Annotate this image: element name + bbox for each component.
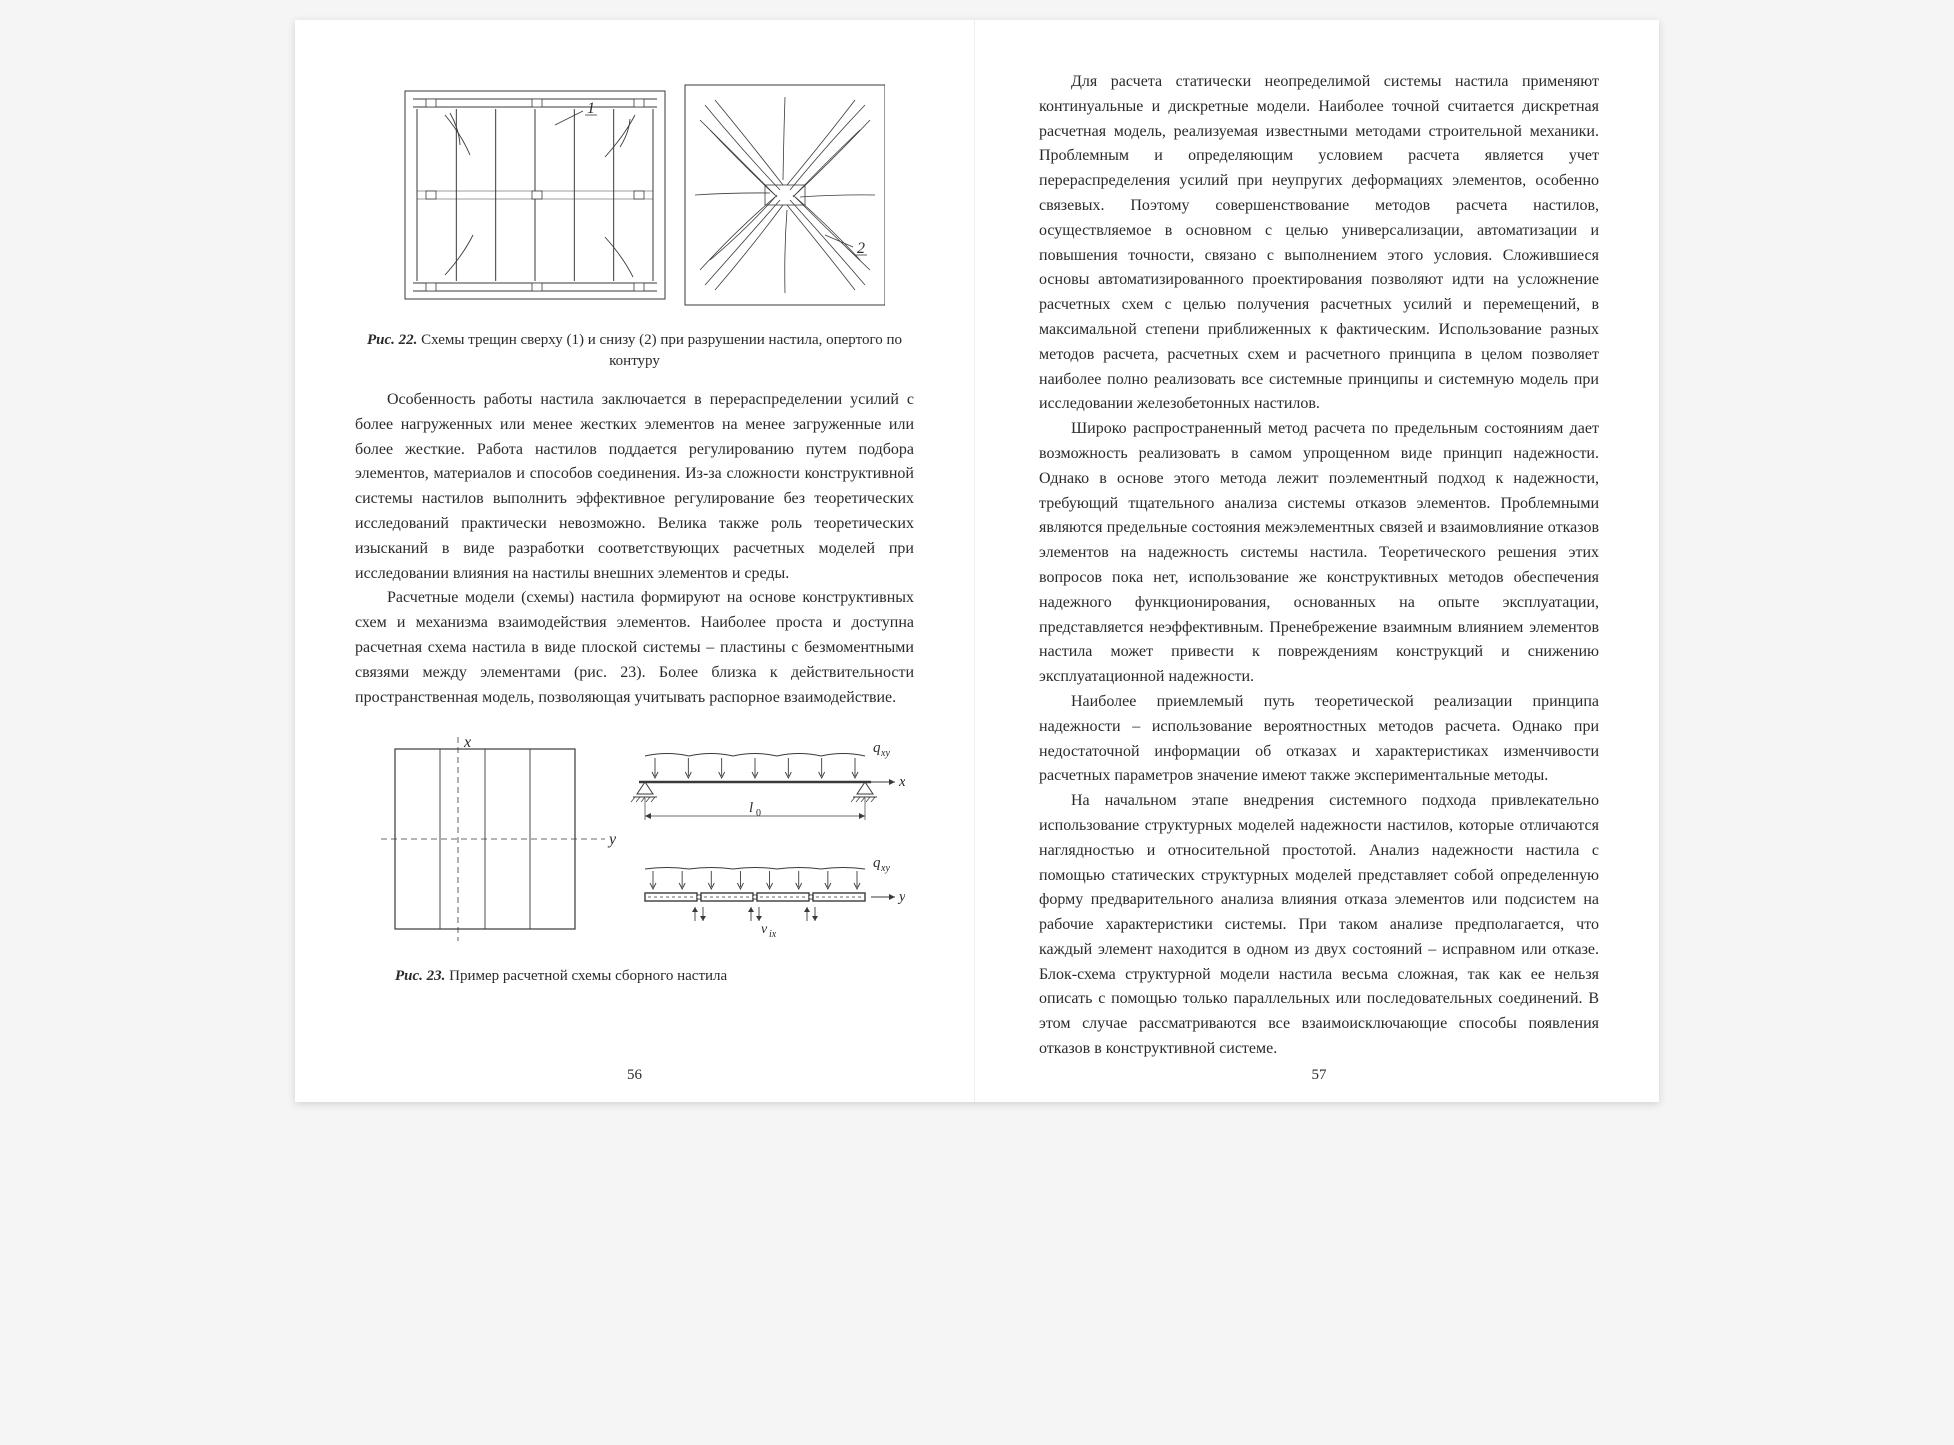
figure-22-svg: 12 [385,70,885,320]
right-para-1: Для расчета статически неопределимой сис… [1039,70,1599,417]
figure-22: 12 [355,70,914,320]
figure-23: xyqxyxl0qxyyvix [355,724,914,954]
page-spread: 12 Рис. 22. Схемы трещин сверху (1) и сн… [295,20,1659,1102]
figure-22-caption-text: Схемы трещин сверху (1) и снизу (2) при … [417,332,902,369]
svg-text:v: v [761,922,768,937]
svg-text:y: y [607,831,617,848]
paragraph-2: Расчетные модели (схемы) настила формиру… [355,586,914,710]
svg-text:y: y [897,889,905,905]
figure-23-caption-bold: Рис. 23. [395,968,445,984]
right-para-4: На начальном этапе внедрения системного … [1039,789,1599,1062]
svg-text:xy: xy [880,748,890,759]
svg-text:x: x [898,774,905,790]
figure-23-caption-text: Пример расчетной схемы сборного настила [445,968,727,984]
right-para-3: Наиболее приемлемый путь теоретической р… [1039,690,1599,789]
svg-text:q: q [873,855,881,871]
svg-text:2: 2 [857,240,865,257]
page-right: Для расчета статически неопределимой сис… [979,20,1659,1102]
page-left: 12 Рис. 22. Схемы трещин сверху (1) и сн… [295,20,975,1102]
figure-23-caption: Рис. 23. Пример расчетной схемы сборного… [395,966,914,987]
svg-text:0: 0 [756,808,761,819]
paragraph-1: Особенность работы настила заключается в… [355,388,914,586]
figure-22-caption-bold: Рис. 22. [367,332,417,348]
right-para-2: Широко распространенный метод расчета по… [1039,417,1599,690]
svg-text:1: 1 [587,100,595,117]
svg-text:l: l [749,800,753,816]
figure-22-caption: Рис. 22. Схемы трещин сверху (1) и снизу… [355,330,914,372]
svg-text:q: q [873,740,881,756]
page-number-left: 56 [295,1067,974,1084]
svg-text:ix: ix [769,929,777,940]
page-number-right: 57 [979,1067,1659,1084]
figure-23-svg: xyqxyxl0qxyyvix [365,724,905,954]
svg-text:xy: xy [880,863,890,874]
